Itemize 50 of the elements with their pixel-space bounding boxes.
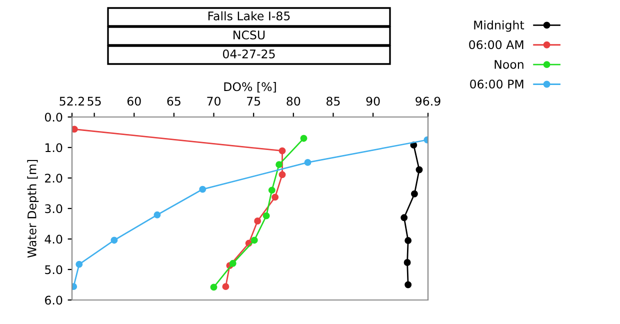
x-tick-label: 65 [167,96,180,106]
x-tick-label: 85 [326,96,340,106]
point [410,190,418,198]
y-tick-label: 3.0 [45,204,62,214]
point [304,158,312,166]
y-tick-label: 2.0 [45,174,62,183]
text: 04-27-25 [222,49,275,58]
x-tick-label: 60 [127,96,141,106]
point [222,283,230,290]
legend-label: 06:00 PM [470,80,524,89]
legend-label: 06:00 AM [469,40,524,50]
point [154,211,161,218]
legend-label: Noon [494,60,524,69]
x-tick-label: 75 [247,96,260,106]
point [110,236,118,244]
y-tick-label: 4.0 [44,234,62,244]
point [250,236,258,244]
point [416,166,423,174]
x-tick-label: 55 [88,96,101,106]
point [300,134,308,142]
point [262,212,270,220]
point [72,126,78,133]
y-axis-title: Water Depth [m] [27,160,39,258]
x-tick-label: 80 [286,96,300,106]
y-tick-label: 6.0 [45,296,62,305]
point [404,281,412,288]
y-tick-label: 5.0 [45,265,62,274]
x-tick-label: 70 [207,96,220,106]
y-tick-label: 0.0 [44,112,62,122]
x-axis-title: DO% [%] [224,82,276,93]
point [400,214,408,222]
point [276,161,283,168]
point [76,260,83,268]
point [199,186,206,193]
point [268,186,276,194]
point [229,260,236,267]
y-tick-label: 1.0 [45,143,62,152]
point [404,259,411,266]
point [272,194,279,201]
chart-subtitle: NCSU [234,30,265,40]
x-tick-label: 96.9 [416,96,440,106]
point [278,147,286,154]
legend-label: Midnight [474,20,524,32]
point [404,237,412,244]
point [210,284,218,291]
point [278,171,286,178]
x-tick-label: 90 [366,96,380,106]
chart-title: Falls Lake I-85 [208,11,290,20]
x-tick-label: 52.2 [60,96,84,106]
point [254,218,262,224]
